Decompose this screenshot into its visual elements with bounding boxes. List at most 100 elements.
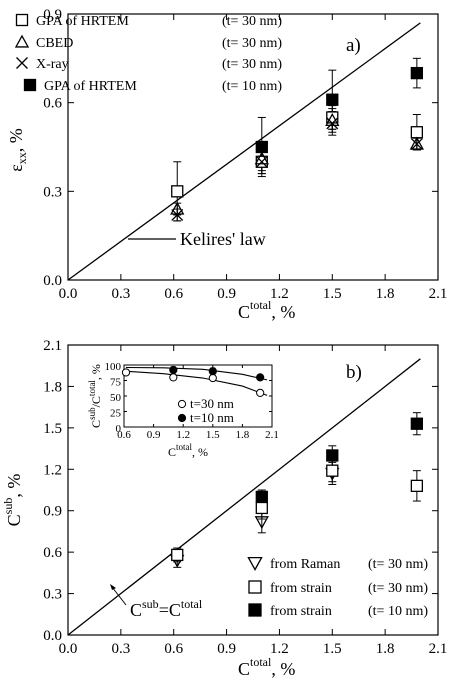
panel-b-point — [326, 449, 339, 462]
panel-b-ytick-label: 0.6 — [43, 545, 62, 561]
panel-b-equality-line — [67, 358, 421, 636]
legend-b-param: (t= 10 nm) — [368, 604, 428, 619]
panel-b-ytick-label: 1.5 — [43, 421, 62, 437]
inset-xtick-label: 2.1 — [265, 429, 279, 441]
legend-a-marker — [16, 57, 28, 69]
inset-legend-name: t=30 nm — [190, 396, 234, 411]
inset-fit-curve — [125, 366, 268, 381]
panel-a-ytick-label: 0.3 — [43, 184, 62, 200]
inset-ytick-label: 25 — [110, 408, 122, 420]
inset-chart: 0.6 0.9 1.2 1.5 1.8 2.1 0 25 50 75 100 t=30 nmt=10… — [87, 361, 279, 459]
inset-xtick-label: 1.5 — [206, 429, 220, 441]
legend-b-name: from Raman — [270, 557, 340, 572]
panel-a-frame — [67, 13, 439, 281]
panel-a-ticks: 0.0 0.3 0.6 0.9 1.2 1.5 1.8 2.1 0.0 0.3 0.6 0.9 — [43, 7, 447, 302]
panel-a-xlabel: Ctotal, % — [238, 298, 295, 322]
inset-xtick-label: 0.6 — [117, 429, 131, 441]
inset-point — [121, 368, 131, 377]
panel-a-point — [255, 155, 268, 168]
panel-a: 0.0 0.3 0.6 0.9 1.2 1.5 1.8 2.10.00.30.60.9 a) … — [6, 7, 447, 322]
panel-a-xtick-label: 1.8 — [376, 286, 395, 302]
panel-b-xtick-label: 2.1 — [429, 641, 448, 657]
panel-a-point — [326, 117, 339, 130]
panel-b-point — [255, 501, 268, 515]
panel-a-kelires-line — [67, 22, 421, 281]
legend-a-name: X-ray — [36, 57, 69, 72]
panel-a-point — [410, 138, 423, 151]
inset-fits — [125, 366, 268, 396]
panel-a-point — [170, 201, 185, 215]
inset-point — [169, 373, 178, 382]
legend-b-marker — [247, 556, 263, 571]
panel-a-point — [171, 209, 184, 221]
panel-b-point — [326, 464, 339, 477]
panel-b-ytick-label: 0.3 — [43, 587, 62, 603]
panel-a-xtick-label: 2.1 — [429, 286, 448, 302]
panel-b-point — [254, 516, 269, 530]
legend-a-marker — [15, 13, 29, 27]
panel-b-point — [171, 548, 184, 562]
panel-b: 0.0 0.3 0.6 0.9 1.2 1.5 1.8 2.1 0.0 0.3 0.6 0.9 1.2 1… — [1, 338, 447, 679]
legend-a-param: (t= 30 nm) — [222, 57, 282, 72]
panel-a-xtick-label: 0.0 — [59, 286, 78, 302]
equality-line — [67, 358, 421, 636]
panel-b-xtick-label: 0.3 — [111, 641, 130, 657]
panel-b-xtick-label: 0.0 — [59, 641, 78, 657]
legend-a-name: GPA of HRTEM — [36, 14, 129, 29]
panel-a-xtick-label: 1.5 — [323, 286, 342, 302]
panel-a-ytick-label: 0.6 — [43, 96, 62, 112]
panel-a-point — [410, 126, 424, 139]
inset-ytick-label: 100 — [105, 361, 122, 373]
inset-point — [208, 367, 217, 376]
inset-xlabel: Ctotal, % — [168, 442, 208, 459]
panel-b-marks — [170, 412, 424, 568]
panel-a-point — [410, 66, 424, 80]
legend-a-param: (t= 30 nm) — [222, 14, 282, 29]
panel-a-ytick-label: 0.9 — [43, 7, 62, 23]
kelires-label: Kelires' law — [180, 229, 266, 249]
panel-a-legend: GPA of HRTEM (t= 30 nm) CBED (t= 30 nm) X-ra… — [14, 13, 282, 94]
inset-ylabel: Csub/Ctotal, % — [87, 364, 103, 428]
inset-legend-marker — [177, 399, 187, 409]
panel-b-ytick-label: 1.2 — [43, 462, 62, 478]
panel-b-ylabel: Csub, % — [1, 474, 24, 527]
inset-point — [256, 388, 265, 397]
legend-a-marker — [14, 34, 30, 48]
panel-b-xlabel: Ctotal, % — [238, 655, 295, 679]
legend-a-name: GPA of HRTEM — [44, 79, 137, 94]
panel-a-annotation: Kelires' law — [128, 229, 266, 249]
panel-b-ticks: 0.0 0.3 0.6 0.9 1.2 1.5 1.8 2.1 0.0 0.3 0.6 0.9 1.2 1… — [43, 338, 447, 657]
inset-ticks: 0.6 0.9 1.2 1.5 1.8 2.1 0 25 50 75 100 — [105, 361, 279, 441]
panel-b-ytick-label: 0.9 — [43, 504, 62, 520]
panel-b-ytick-label: 1.8 — [43, 379, 62, 395]
legend-a-marker — [23, 78, 37, 92]
panel-b-ytick-label: 2.1 — [43, 338, 62, 354]
panel-a-xtick-label: 0.6 — [164, 286, 183, 302]
inset-ytick-label: 75 — [110, 377, 122, 389]
inset-marks — [121, 365, 265, 397]
inset-ytick-label: 50 — [110, 392, 122, 404]
legend-b-marker — [248, 580, 262, 594]
inset-point — [169, 365, 178, 375]
equality-label: Csub=Ctotal — [130, 597, 203, 620]
inset-xtick-label: 1.2 — [176, 429, 190, 441]
panel-b-legend: from Raman (t= 30 nm) from strain (t= 30 nm… — [247, 556, 428, 619]
panel-b-point — [255, 490, 268, 504]
inset-xtick-label: 1.8 — [236, 429, 250, 441]
panel-b-xtick-label: 1.2 — [270, 641, 289, 657]
inset-ytick-label: 0 — [116, 423, 122, 435]
inset-point — [208, 373, 217, 383]
panel-b-xtick-label: 1.8 — [376, 641, 395, 657]
panel-b-xtick-label: 0.9 — [217, 641, 236, 657]
panel-b-xtick-label: 1.5 — [323, 641, 342, 657]
panel-a-xtick-label: 0.3 — [111, 286, 130, 302]
panel-b-ytick-label: 0.0 — [43, 628, 62, 644]
panel-a-label: a) — [346, 35, 361, 56]
panel-b-annotation: Csub=Ctotal — [110, 584, 203, 620]
panel-b-point — [410, 417, 424, 430]
inset-xtick-label: 0.9 — [147, 429, 161, 441]
inset-legend-marker — [177, 413, 187, 423]
inset-legend: t=30 nmt=10 nm — [177, 396, 234, 425]
legend-b-param: (t= 30 nm) — [368, 557, 428, 572]
legend-a-param: (t= 10 nm) — [222, 79, 282, 94]
